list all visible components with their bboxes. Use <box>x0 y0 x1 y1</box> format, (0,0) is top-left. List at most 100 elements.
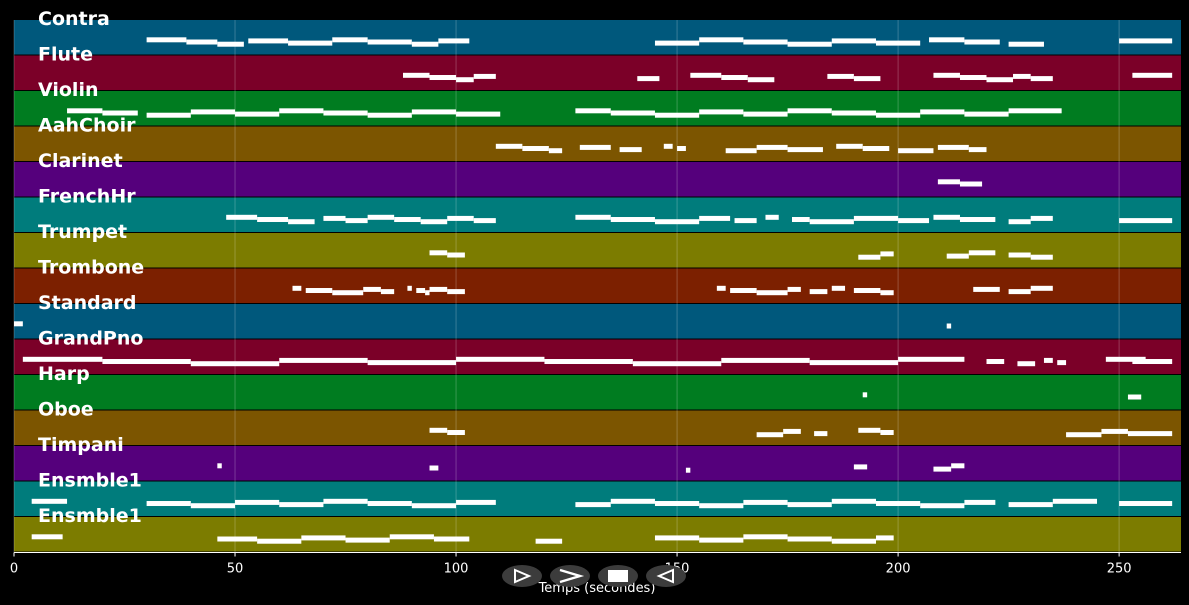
note-segment <box>67 108 103 114</box>
note-segment <box>959 217 996 223</box>
note-segment <box>853 288 881 294</box>
note-segment <box>1119 501 1173 507</box>
note-segment <box>968 250 996 256</box>
note-segment <box>1030 215 1053 221</box>
note-segment <box>831 110 876 116</box>
note-segment <box>875 40 921 46</box>
note-segment <box>447 289 465 295</box>
note-segment <box>575 214 611 220</box>
note-segment <box>1043 357 1053 363</box>
note-segment <box>363 286 381 292</box>
note-segment <box>235 111 280 117</box>
x-tick-label: 100 <box>444 562 469 577</box>
rewind-button[interactable] <box>646 565 686 587</box>
note-segment <box>380 289 395 295</box>
note-segment <box>654 219 700 225</box>
note-segment <box>226 214 258 220</box>
track-label: Trumpet <box>38 221 127 243</box>
note-segment <box>575 502 611 508</box>
note-segment <box>411 41 439 47</box>
note-segment <box>579 144 611 150</box>
play-outline-icon <box>514 568 532 584</box>
note-segment <box>456 77 474 83</box>
note-segment <box>495 143 523 149</box>
note-segment <box>323 110 368 116</box>
note-segment <box>853 76 881 82</box>
chevron-right-icon <box>559 568 585 584</box>
note-segment <box>292 285 302 291</box>
note-segment <box>1057 360 1067 366</box>
note-segment <box>429 286 448 292</box>
note-segment <box>654 40 700 46</box>
note-segment <box>345 537 390 543</box>
note-segment <box>367 214 395 220</box>
track-label: AahChoir <box>38 115 136 137</box>
track-lane <box>14 162 1181 197</box>
note-segment <box>429 465 439 471</box>
track-labels: Contra Flute Violin AahChoir Clarinet FrenchH… <box>38 8 144 527</box>
note-segment <box>146 37 187 43</box>
note-segment <box>332 290 364 296</box>
note-segment <box>1008 252 1031 258</box>
forward-button[interactable] <box>550 565 590 587</box>
note-segment <box>862 392 868 398</box>
note-segment <box>473 218 496 224</box>
control-background <box>502 565 542 587</box>
note-segment <box>22 356 103 362</box>
x-tick-label: 200 <box>886 562 911 577</box>
note-segment <box>610 110 655 116</box>
track-lane <box>14 481 1181 516</box>
note-segment <box>831 538 876 544</box>
note-segment <box>836 143 863 149</box>
track-lane <box>14 233 1181 268</box>
note-segment <box>986 77 1014 83</box>
note-segment <box>787 147 823 153</box>
note-segment <box>1030 254 1053 260</box>
x-tick-label: 50 <box>227 562 244 577</box>
note-segment <box>929 37 965 43</box>
note-segment <box>853 464 868 470</box>
track-label: Harp <box>38 363 90 385</box>
note-segment <box>1052 498 1098 504</box>
note-segment <box>858 427 881 433</box>
note-segment <box>690 72 722 78</box>
track-label: Contra <box>38 8 110 30</box>
note-segment <box>345 218 368 224</box>
note-segment <box>699 109 744 115</box>
note-segment <box>1008 219 1031 225</box>
note-segment <box>951 463 965 469</box>
note-segment <box>610 498 655 504</box>
note-segment <box>257 538 302 544</box>
note-segment <box>429 250 448 256</box>
note-segment <box>968 147 987 153</box>
note-segment <box>14 321 23 327</box>
note-segment <box>862 146 890 152</box>
note-segment <box>1017 361 1036 367</box>
stop-icon <box>608 570 628 582</box>
stop-button[interactable] <box>598 565 638 587</box>
note-segment <box>880 251 894 257</box>
track-label: Trombone <box>38 257 144 279</box>
note-segment <box>756 290 788 296</box>
note-segment <box>323 498 368 504</box>
note-segment <box>190 109 236 115</box>
note-segment <box>809 219 854 225</box>
note-segment <box>217 536 258 542</box>
note-segment <box>332 37 368 43</box>
play-outline-button[interactable] <box>502 565 542 587</box>
track-lane <box>14 446 1181 481</box>
note-segment <box>959 181 983 187</box>
note-segment <box>1105 356 1146 362</box>
note-segment <box>235 499 280 505</box>
track-lane <box>14 304 1181 339</box>
note-segment <box>831 38 876 44</box>
note-segment <box>1101 428 1128 434</box>
note-segment <box>831 498 876 504</box>
note-segment <box>447 215 474 221</box>
note-segment <box>323 215 346 221</box>
note-segment <box>787 536 832 542</box>
note-segment <box>920 503 965 509</box>
note-segment <box>279 108 324 114</box>
note-segment <box>217 41 244 47</box>
track-label: FrenchHr <box>38 186 136 208</box>
